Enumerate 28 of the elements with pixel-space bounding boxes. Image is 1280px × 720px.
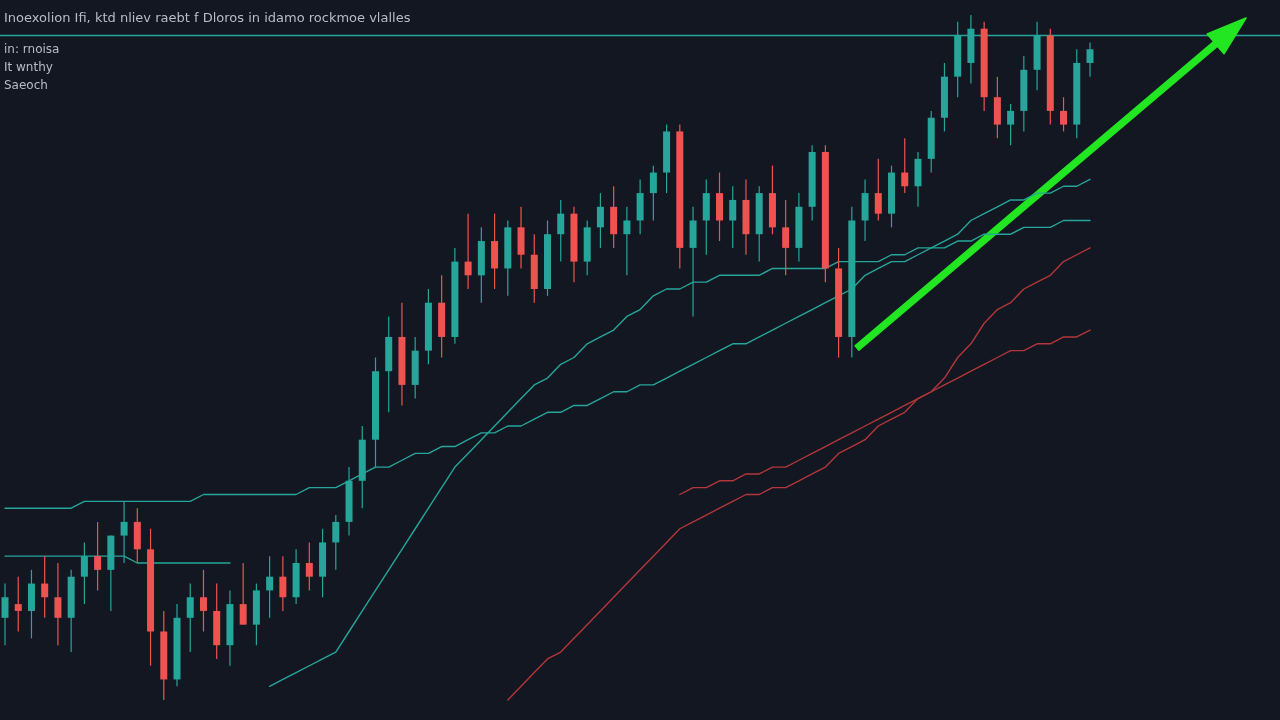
candlestick: [623, 206, 631, 276]
candlestick: [41, 555, 49, 619]
candlestick: [729, 185, 737, 249]
candlestick: [14, 576, 22, 633]
candlestick: [464, 213, 472, 290]
annotation: in: rnoisa: [4, 42, 60, 56]
candlestick: [1086, 41, 1094, 78]
candlestick: [557, 199, 565, 263]
candlestick: [279, 555, 287, 612]
candlestick: [94, 521, 102, 591]
candlestick: [596, 192, 604, 249]
candlestick: [1, 582, 9, 646]
candlestick: [332, 514, 340, 571]
candlestick: [239, 562, 247, 626]
annotation: Saeoch: [4, 78, 48, 92]
candlestick: [266, 555, 274, 619]
candlestick: [199, 569, 207, 633]
candlestick: [874, 158, 882, 222]
candlestick: [305, 541, 313, 591]
candlestick: [649, 165, 657, 222]
chart-title: Inoexolion Ifi, ktd nliev raebt f Dloros in idamo rockmoe vlalles: [4, 10, 411, 25]
candlestick: [901, 137, 909, 194]
candlestick: [1060, 96, 1068, 133]
annotation: It wnthy: [4, 60, 53, 74]
candlestick: [782, 199, 790, 276]
candlestick: [54, 562, 62, 646]
candlestick: [186, 582, 194, 653]
candlestick: [1007, 103, 1015, 146]
